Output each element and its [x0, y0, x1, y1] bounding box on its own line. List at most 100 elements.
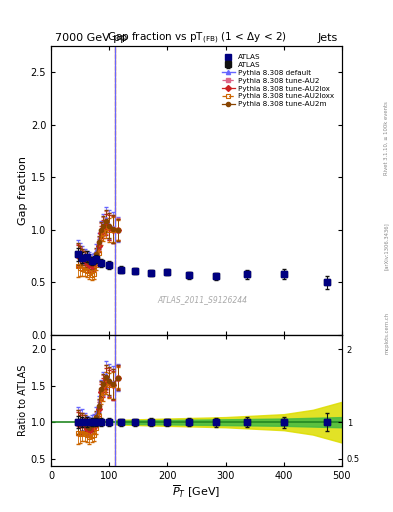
Pythia 8.308 tune-AU2loxx	[87, 270, 92, 276]
ATLAS	[75, 251, 80, 258]
ATLAS	[213, 273, 218, 280]
Pythia 8.308 tune-AU2lox	[111, 227, 116, 233]
Pythia 8.308 tune-AU2	[80, 255, 85, 261]
Pythia 8.308 default	[80, 252, 85, 258]
Text: Jets: Jets	[318, 33, 338, 44]
Pythia 8.308 tune-AU2loxx	[85, 268, 90, 274]
Text: [arXiv:1306.3436]: [arXiv:1306.3436]	[384, 222, 389, 270]
Title: Gap fraction vs pT$_{\rm (FB)}$ (1 < $\Delta$y < 2): Gap fraction vs pT$_{\rm (FB)}$ (1 < $\D…	[107, 31, 286, 46]
ATLAS	[245, 271, 250, 278]
Pythia 8.308 tune-AU2lox	[78, 254, 83, 260]
Pythia 8.308 default	[87, 256, 92, 262]
Pythia 8.308 tune-AU2loxx	[104, 225, 109, 231]
Pythia 8.308 default	[96, 237, 101, 243]
Text: 7000 GeV pp: 7000 GeV pp	[55, 33, 127, 44]
Pythia 8.308 tune-AU2lox	[101, 226, 106, 232]
ATLAS	[85, 253, 90, 260]
Line: ATLAS: ATLAS	[75, 251, 331, 285]
Pythia 8.308 tune-AU2loxx	[90, 272, 94, 278]
ATLAS	[90, 258, 94, 264]
Pythia 8.308 default	[78, 251, 83, 257]
Pythia 8.308 tune-AU2m	[78, 252, 83, 258]
ATLAS	[99, 260, 103, 266]
Pythia 8.308 default	[107, 221, 112, 227]
Pythia 8.308 tune-AU2	[99, 228, 103, 234]
Pythia 8.308 tune-AU2	[92, 260, 97, 266]
Pythia 8.308 tune-AU2m	[75, 251, 80, 257]
Pythia 8.308 default	[85, 255, 90, 261]
Pythia 8.308 tune-AU2loxx	[94, 262, 99, 268]
ATLAS	[187, 272, 191, 279]
Pythia 8.308 tune-AU2lox	[116, 227, 120, 233]
Pythia 8.308 tune-AU2m	[90, 260, 94, 266]
Pythia 8.308 tune-AU2m	[87, 259, 92, 265]
Pythia 8.308 tune-AU2loxx	[107, 227, 112, 233]
ATLAS	[133, 268, 138, 274]
Pythia 8.308 tune-AU2lox	[96, 242, 101, 248]
Pythia 8.308 tune-AU2m	[92, 259, 97, 265]
Pythia 8.308 tune-AU2	[101, 224, 106, 230]
Pythia 8.308 default	[92, 256, 97, 262]
Pythia 8.308 tune-AU2lox	[94, 254, 99, 260]
Pythia 8.308 tune-AU2loxx	[75, 263, 80, 269]
Pythia 8.308 tune-AU2lox	[99, 230, 103, 236]
Pythia 8.308 tune-AU2m	[116, 227, 120, 233]
Pythia 8.308 tune-AU2lox	[80, 256, 85, 262]
ATLAS	[165, 269, 170, 275]
Line: Pythia 8.308 tune-AU2m: Pythia 8.308 tune-AU2m	[76, 219, 120, 265]
Pythia 8.308 tune-AU2m	[83, 255, 87, 261]
Line: Pythia 8.308 default: Pythia 8.308 default	[76, 217, 120, 262]
Y-axis label: Ratio to ATLAS: Ratio to ATLAS	[18, 365, 28, 436]
Pythia 8.308 tune-AU2lox	[83, 258, 87, 264]
Pythia 8.308 tune-AU2loxx	[92, 271, 97, 277]
Pythia 8.308 tune-AU2	[96, 240, 101, 246]
Pythia 8.308 default	[83, 254, 87, 260]
Text: mcplots.cern.ch: mcplots.cern.ch	[384, 312, 389, 354]
Pythia 8.308 default	[101, 221, 106, 227]
Pythia 8.308 tune-AU2lox	[75, 253, 80, 259]
Text: Rivet 3.1.10, ≥ 100k events: Rivet 3.1.10, ≥ 100k events	[384, 101, 389, 175]
Pythia 8.308 default	[75, 250, 80, 256]
Line: Pythia 8.308 tune-AU2lox: Pythia 8.308 tune-AU2lox	[76, 222, 120, 269]
Pythia 8.308 tune-AU2loxx	[101, 230, 106, 236]
Pythia 8.308 default	[104, 216, 109, 222]
Line: Pythia 8.308 tune-AU2loxx: Pythia 8.308 tune-AU2loxx	[76, 226, 120, 277]
Pythia 8.308 tune-AU2loxx	[83, 267, 87, 273]
Pythia 8.308 default	[94, 248, 99, 254]
Pythia 8.308 tune-AU2m	[104, 218, 109, 224]
ATLAS	[281, 271, 286, 277]
Pythia 8.308 tune-AU2lox	[90, 263, 94, 269]
Pythia 8.308 tune-AU2lox	[92, 262, 97, 268]
Pythia 8.308 tune-AU2m	[94, 251, 99, 257]
Pythia 8.308 tune-AU2lox	[85, 260, 90, 266]
Pythia 8.308 default	[111, 225, 116, 231]
Pythia 8.308 tune-AU2m	[101, 223, 106, 229]
Pythia 8.308 tune-AU2	[90, 261, 94, 267]
X-axis label: $\overline{P}_T$ [GeV]: $\overline{P}_T$ [GeV]	[173, 483, 220, 500]
Pythia 8.308 tune-AU2m	[80, 254, 85, 260]
Pythia 8.308 tune-AU2lox	[104, 221, 109, 227]
Pythia 8.308 tune-AU2loxx	[99, 235, 103, 241]
Pythia 8.308 tune-AU2m	[111, 226, 116, 232]
Pythia 8.308 tune-AU2m	[96, 239, 101, 245]
Pythia 8.308 tune-AU2loxx	[111, 227, 116, 233]
Pythia 8.308 tune-AU2	[83, 256, 87, 262]
ATLAS	[80, 254, 85, 261]
ATLAS	[94, 256, 99, 262]
ATLAS	[107, 262, 112, 268]
Pythia 8.308 tune-AU2	[78, 253, 83, 259]
Legend: ATLAS, ATLAS, Pythia 8.308 default, Pythia 8.308 tune-AU2, Pythia 8.308 tune-AU2: ATLAS, ATLAS, Pythia 8.308 default, Pyth…	[220, 53, 335, 109]
Pythia 8.308 tune-AU2	[116, 227, 120, 233]
ATLAS	[119, 267, 123, 273]
Pythia 8.308 tune-AU2loxx	[78, 265, 83, 271]
Pythia 8.308 default	[116, 227, 120, 233]
Pythia 8.308 default	[90, 257, 94, 263]
Pythia 8.308 tune-AU2	[107, 224, 112, 230]
Pythia 8.308 tune-AU2loxx	[96, 250, 101, 256]
Pythia 8.308 tune-AU2loxx	[80, 266, 85, 272]
Pythia 8.308 tune-AU2	[104, 219, 109, 225]
Pythia 8.308 tune-AU2	[87, 260, 92, 266]
Pythia 8.308 tune-AU2lox	[107, 225, 112, 231]
Pythia 8.308 tune-AU2	[85, 258, 90, 264]
Y-axis label: Gap fraction: Gap fraction	[18, 156, 28, 225]
